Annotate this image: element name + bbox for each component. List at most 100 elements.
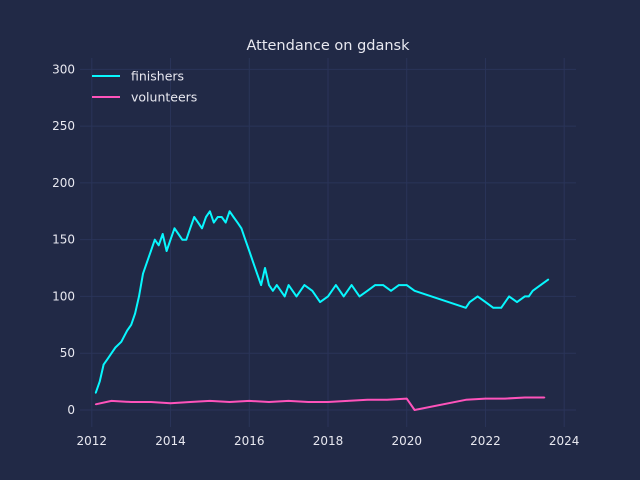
y-tick-label-300: 300 [52, 62, 75, 76]
data-point-finishers [413, 290, 416, 292]
legend: finishers volunteers [92, 69, 197, 105]
data-point-finishers [120, 341, 123, 343]
series-lines [94, 210, 550, 411]
data-point-finishers [327, 295, 329, 298]
data-point-volunteers [484, 397, 487, 400]
y-tick-label-0: 0 [67, 403, 75, 417]
x-tick-label-2016: 2016 [234, 434, 265, 448]
data-point-finishers [213, 221, 215, 224]
data-point-volunteers [346, 400, 349, 402]
x-tick-label-2018: 2018 [313, 434, 344, 448]
x-tick-label-2022: 2022 [470, 434, 501, 448]
data-point-volunteers [543, 396, 546, 399]
data-point-finishers [539, 284, 542, 286]
data-point-volunteers [130, 401, 132, 403]
x-tick-label-2012: 2012 [77, 434, 108, 448]
data-point-finishers [303, 284, 306, 286]
data-point-finishers [98, 380, 101, 383]
data-point-finishers [106, 358, 109, 360]
data-point-volunteers [405, 397, 408, 400]
data-point-finishers [492, 307, 495, 309]
data-point-volunteers [228, 401, 231, 403]
data-point-finishers [228, 210, 231, 213]
data-point-finishers [280, 290, 282, 292]
data-point-finishers [531, 290, 534, 292]
data-point-finishers [177, 233, 180, 235]
data-point-finishers [524, 295, 526, 298]
data-point-finishers [232, 216, 235, 218]
data-point-finishers [295, 295, 298, 298]
data-point-finishers [516, 301, 518, 303]
y-tick-label-50: 50 [60, 346, 75, 360]
data-point-finishers [260, 284, 262, 286]
data-point-finishers [272, 290, 274, 292]
data-point-finishers [102, 363, 105, 366]
data-point-finishers [276, 284, 278, 286]
data-point-volunteers [307, 401, 310, 403]
data-point-finishers [252, 261, 254, 264]
data-point-finishers [244, 238, 247, 241]
data-point-finishers [547, 278, 550, 281]
data-point-finishers [201, 227, 203, 230]
data-point-volunteers [386, 399, 388, 401]
data-point-finishers [130, 324, 132, 326]
data-point-finishers [476, 295, 479, 298]
data-point-finishers [311, 290, 314, 292]
data-point-finishers [165, 250, 168, 252]
data-point-finishers [465, 307, 467, 309]
data-point-finishers [468, 301, 471, 303]
data-point-volunteers [209, 400, 211, 402]
data-point-finishers [390, 290, 392, 292]
data-point-volunteers [169, 402, 172, 405]
data-point-finishers [335, 284, 337, 286]
data-point-volunteers [268, 401, 270, 403]
data-point-volunteers [189, 401, 191, 403]
data-point-finishers [142, 272, 144, 275]
data-point-finishers [169, 238, 172, 241]
data-point-volunteers [287, 400, 290, 402]
data-point-finishers [209, 210, 211, 213]
data-point-finishers [508, 295, 510, 298]
data-point-finishers [134, 312, 136, 315]
series-line-finishers [94, 210, 549, 394]
tick-labels: 2012 2014 2016 2018 2020 2022 2024 0 50 100 150 200… [52, 62, 579, 448]
data-point-finishers [342, 295, 345, 298]
data-point-finishers [528, 295, 530, 298]
data-point-finishers [150, 250, 152, 252]
data-point-finishers [220, 216, 223, 218]
data-point-finishers [110, 352, 113, 355]
data-point-finishers [189, 227, 191, 230]
data-point-finishers [224, 221, 227, 224]
data-point-finishers [268, 284, 270, 286]
data-point-finishers [366, 290, 369, 292]
data-point-finishers [236, 221, 239, 224]
data-point-finishers [240, 227, 243, 230]
data-point-finishers [405, 284, 408, 286]
data-point-finishers [283, 295, 286, 298]
data-point-finishers [157, 244, 160, 247]
x-tick-label-2020: 2020 [391, 434, 422, 448]
legend-label-finishers: finishers [131, 69, 184, 84]
data-point-finishers [161, 233, 164, 235]
y-tick-label-100: 100 [52, 289, 75, 303]
data-point-finishers [205, 216, 207, 218]
data-point-finishers [256, 272, 258, 275]
data-point-finishers [287, 284, 290, 286]
data-point-finishers [185, 238, 188, 241]
data-point-finishers [500, 307, 503, 309]
data-point-finishers [382, 284, 384, 286]
data-point-finishers [358, 295, 361, 298]
data-point-finishers [484, 301, 487, 303]
data-point-finishers [374, 284, 377, 286]
data-point-finishers [126, 329, 128, 332]
chart-title: Attendance on gdansk [246, 38, 410, 54]
data-point-volunteers [413, 409, 416, 411]
data-point-finishers [350, 284, 353, 286]
data-point-finishers [146, 261, 148, 264]
data-point-volunteers [504, 397, 506, 400]
data-point-finishers [173, 227, 176, 230]
y-tick-label-250: 250 [52, 119, 75, 133]
data-point-volunteers [524, 396, 526, 399]
data-point-finishers [114, 346, 117, 349]
